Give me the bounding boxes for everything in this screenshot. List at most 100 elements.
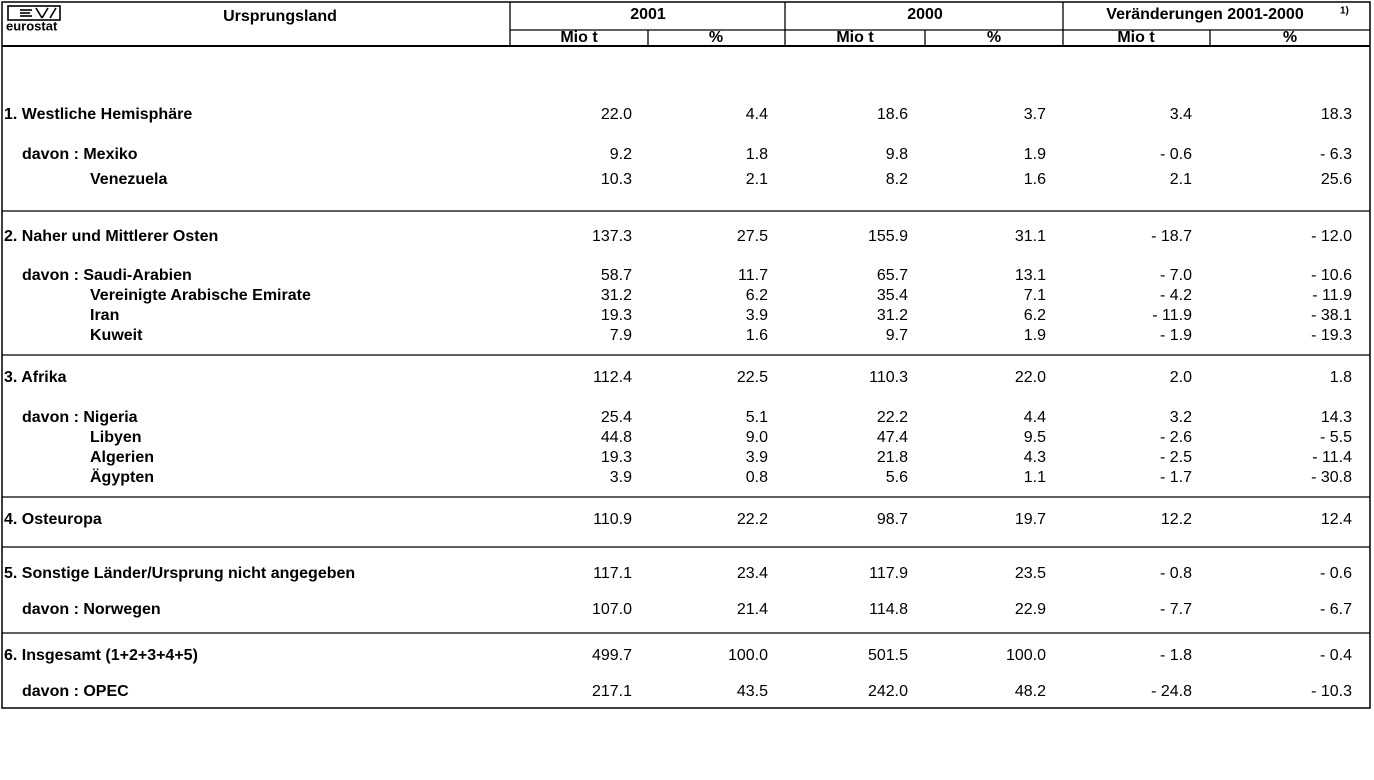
- cell-value: 10.3: [601, 171, 632, 188]
- cell-value: - 11.9: [1312, 287, 1352, 304]
- section-label: 3. Afrika: [4, 369, 67, 386]
- cell-value: 19.3: [601, 449, 632, 466]
- cell-value: 23.5: [1015, 565, 1046, 582]
- cell-value: - 30.8: [1311, 469, 1352, 486]
- cell-value: 19.7: [1015, 511, 1046, 528]
- cell-value: 112.4: [593, 369, 632, 386]
- cell-value: 47.4: [877, 429, 908, 446]
- cell-value: 7.9: [610, 327, 632, 344]
- cell-value: 1.9: [1024, 327, 1046, 344]
- cell-value: 4.4: [746, 106, 768, 123]
- row-label: davon : Saudi-Arabien: [22, 267, 192, 284]
- cell-value: - 0.4: [1320, 647, 1352, 664]
- section-label: 5. Sonstige Länder/Ursprung nicht angege…: [4, 565, 355, 582]
- cell-value: 11.7: [738, 267, 768, 284]
- cell-value: - 0.6: [1160, 146, 1192, 163]
- section-label: 2. Naher und Mittlerer Osten: [4, 228, 218, 245]
- cell-value: 31.2: [601, 287, 632, 304]
- cell-value: 1.6: [1024, 171, 1046, 188]
- cell-value: 48.2: [1015, 683, 1046, 700]
- cell-value: 2.1: [1170, 171, 1192, 188]
- cell-value: 6.2: [1024, 307, 1046, 324]
- cell-value: - 12.0: [1311, 228, 1352, 245]
- logo-text: eurostat: [6, 18, 58, 33]
- sub-header: %: [987, 29, 1001, 46]
- cell-value: - 10.6: [1311, 267, 1352, 284]
- cell-value: 9.5: [1024, 429, 1046, 446]
- logo: [7, 5, 61, 21]
- cell-value: 100.0: [1006, 647, 1046, 664]
- cell-value: 7.1: [1024, 287, 1046, 304]
- cell-value: 4.3: [1024, 449, 1046, 466]
- cell-value: 1.1: [1024, 469, 1046, 486]
- cell-value: 22.9: [1015, 601, 1046, 618]
- cell-value: 0.8: [746, 469, 768, 486]
- cell-value: 22.2: [877, 409, 908, 426]
- cell-value: 27.5: [737, 228, 768, 245]
- section-label: 1. Westliche Hemisphäre: [4, 106, 192, 123]
- cell-value: 9.2: [610, 146, 632, 163]
- cell-value: 9.0: [746, 429, 768, 446]
- cell-value: 242.0: [868, 683, 908, 700]
- cell-value: 5.6: [886, 469, 908, 486]
- cell-value: 100.0: [728, 647, 768, 664]
- cell-value: - 18.7: [1151, 228, 1192, 245]
- cell-value: 3.9: [610, 469, 632, 486]
- cell-value: 98.7: [877, 511, 908, 528]
- cell-value: 31.2: [877, 307, 908, 324]
- cell-value: 31.1: [1015, 228, 1046, 245]
- section-label: 6. Insgesamt (1+2+3+4+5): [4, 647, 198, 664]
- cell-value: 35.4: [877, 287, 908, 304]
- sub-header: %: [1283, 29, 1297, 46]
- cell-value: 12.2: [1161, 511, 1192, 528]
- column-title: Ursprungsland: [223, 8, 337, 25]
- cell-value: - 1.9: [1160, 327, 1192, 344]
- cell-value: 21.4: [737, 601, 768, 618]
- cell-value: 22.0: [601, 106, 632, 123]
- cell-value: 1.8: [1330, 369, 1352, 386]
- cell-value: 18.6: [877, 106, 908, 123]
- group-header: 2000: [907, 6, 943, 23]
- row-label: Vereinigte Arabische Emirate: [90, 287, 311, 304]
- cell-value: 25.6: [1321, 171, 1352, 188]
- row-label: Venezuela: [90, 171, 167, 188]
- sub-header: %: [709, 29, 723, 46]
- cell-value: - 19.3: [1311, 327, 1352, 344]
- row-label: Libyen: [90, 429, 142, 446]
- cell-value: 117.9: [869, 565, 908, 582]
- cell-value: - 0.8: [1160, 565, 1192, 582]
- cell-value: 2.1: [746, 171, 768, 188]
- cell-value: 110.9: [593, 511, 632, 528]
- cell-value: 22.2: [737, 511, 768, 528]
- row-label: davon : Mexiko: [22, 146, 138, 163]
- cell-value: 1.9: [1024, 146, 1046, 163]
- cell-value: - 7.0: [1160, 267, 1192, 284]
- row-label: Kuweit: [90, 327, 143, 344]
- row-label: davon : OPEC: [22, 683, 129, 700]
- cell-value: - 6.7: [1320, 601, 1352, 618]
- cell-value: 9.7: [886, 327, 908, 344]
- cell-value: 43.5: [737, 683, 768, 700]
- group-header: 2001: [630, 6, 666, 23]
- cell-value: 110.3: [869, 369, 908, 386]
- cell-value: 3.2: [1170, 409, 1192, 426]
- row-label: Algerien: [90, 449, 154, 466]
- cell-value: 4.4: [1024, 409, 1046, 426]
- cell-value: 22.5: [737, 369, 768, 386]
- sub-header: Mio t: [1117, 29, 1155, 46]
- cell-value: 117.1: [593, 565, 632, 582]
- cell-value: - 38.1: [1311, 307, 1352, 324]
- cell-value: 1.8: [746, 146, 768, 163]
- section-label: 4. Osteuropa: [4, 511, 102, 528]
- sub-header: Mio t: [836, 29, 874, 46]
- cell-value: 1.6: [746, 327, 768, 344]
- cell-value: 3.7: [1024, 106, 1046, 123]
- cell-value: 44.8: [601, 429, 632, 446]
- cell-value: 107.0: [592, 601, 632, 618]
- cell-value: 8.2: [886, 171, 908, 188]
- cell-value: - 1.7: [1160, 469, 1192, 486]
- cell-value: 3.4: [1170, 106, 1192, 123]
- cell-value: 137.3: [592, 228, 632, 245]
- cell-value: 9.8: [886, 146, 908, 163]
